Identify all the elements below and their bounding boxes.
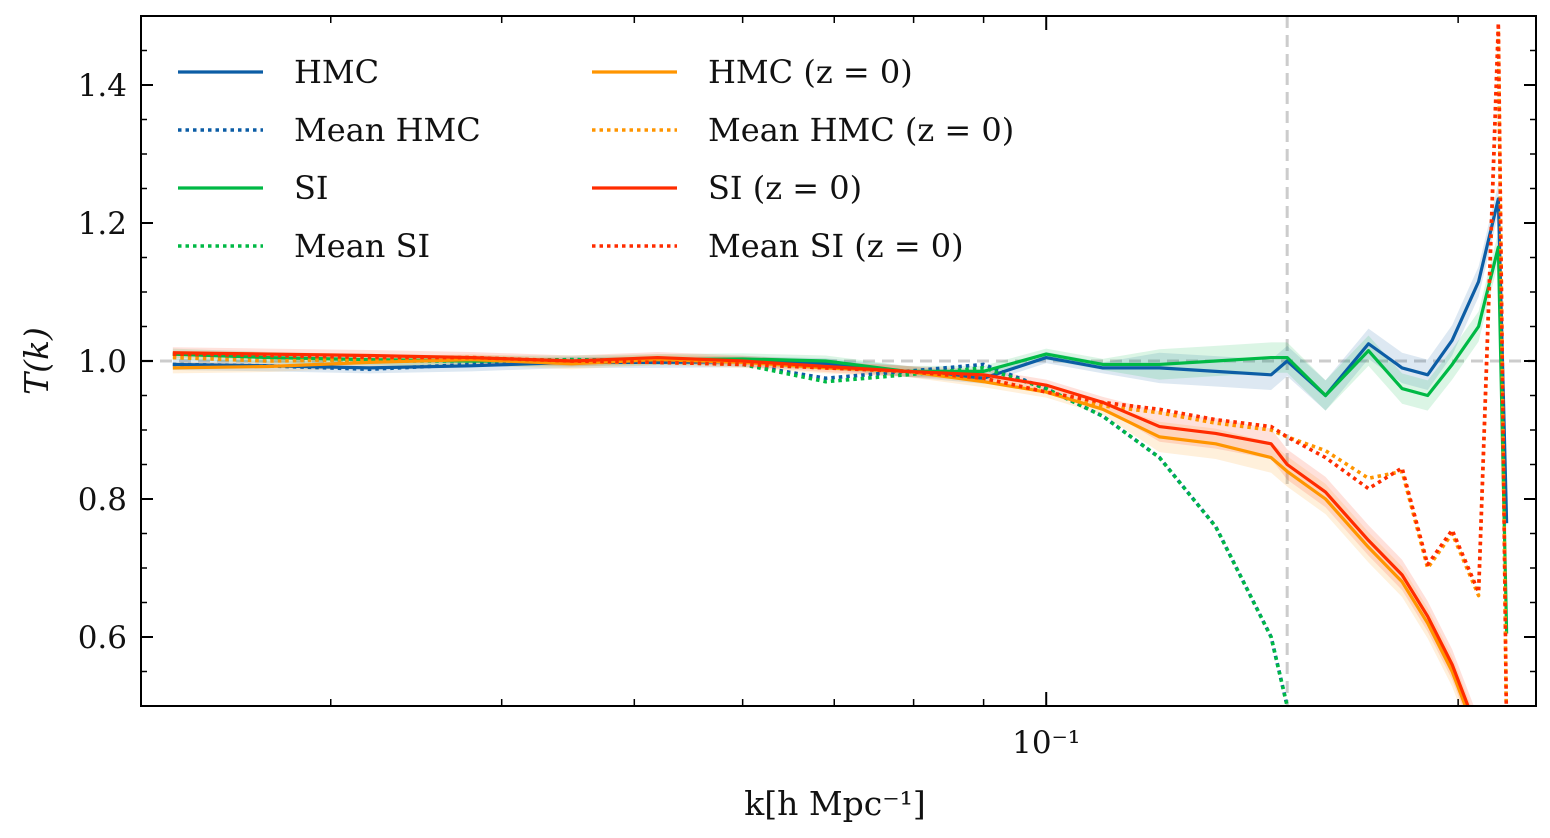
axis-ticks bbox=[141, 15, 1536, 707]
tick-labels: 0.6 0.8 1.0 1.2 1.4 10⁻¹ bbox=[78, 68, 1081, 761]
y-tick-label: 1.4 bbox=[78, 68, 127, 104]
legend-label-hmc: HMC bbox=[294, 53, 379, 91]
band-hmc bbox=[172, 183, 1507, 539]
x-tick-label: 10⁻¹ bbox=[1012, 725, 1080, 761]
legend-label-mean-hmc: Mean HMC bbox=[294, 111, 481, 149]
axis-labels: k[h Mpc⁻¹] T(k) bbox=[17, 327, 926, 823]
legend: HMC Mean HMC SI Mean SI HMC (z = 0) Mean HMC … bbox=[178, 53, 1014, 265]
y-tick-label: 0.8 bbox=[78, 482, 127, 518]
y-tick-label: 1.2 bbox=[78, 206, 127, 242]
line-hmc-z-0 bbox=[172, 358, 1468, 706]
line-si-z-0 bbox=[172, 351, 1470, 706]
line-mean-si-z-0 bbox=[172, 21, 1509, 706]
legend-label-mean-si: Mean SI bbox=[294, 227, 430, 265]
legend-label-mean-hmc-z-0: Mean HMC (z = 0) bbox=[708, 111, 1014, 149]
y-tick-label: 0.6 bbox=[78, 620, 127, 656]
line-si bbox=[172, 245, 1509, 634]
legend-label-hmc-z-0: HMC (z = 0) bbox=[708, 53, 913, 91]
legend-label-mean-si-z-0: Mean SI (z = 0) bbox=[708, 227, 964, 265]
uncertainty-bands bbox=[172, 183, 1507, 706]
band-si bbox=[172, 231, 1507, 649]
line-mean-hmc bbox=[172, 357, 1289, 706]
x-axis-label: k[h Mpc⁻¹] bbox=[744, 784, 926, 823]
line-mean-hmc-z-0 bbox=[172, 27, 1509, 706]
y-tick-label: 1.0 bbox=[78, 344, 127, 380]
band-hmc-z-0 bbox=[172, 354, 1472, 706]
legend-label-si: SI bbox=[294, 169, 329, 207]
y-axis-label: T(k) bbox=[17, 327, 56, 395]
legend-label-si-z-0: SI (z = 0) bbox=[708, 169, 862, 207]
series-lines bbox=[172, 21, 1509, 706]
